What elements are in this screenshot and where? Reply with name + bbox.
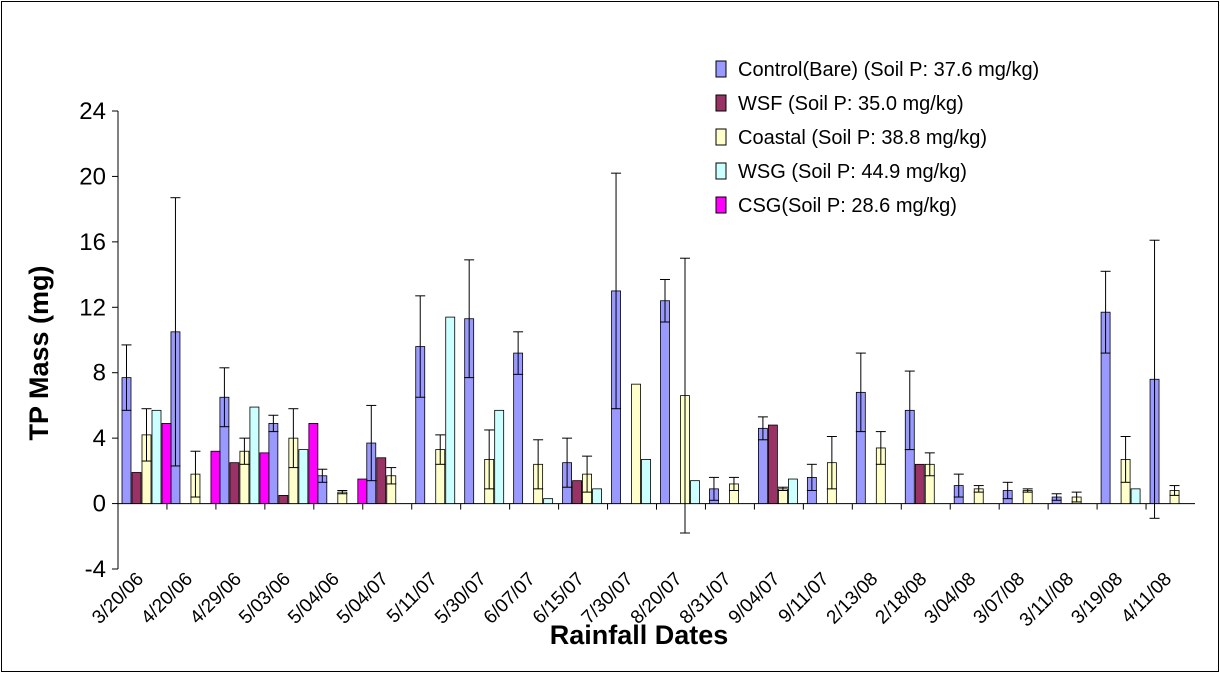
- y-tick-layer: -4 0 4 8 12 16 20 24: [79, 98, 118, 583]
- x-tick-label: 2/18/08: [872, 569, 932, 629]
- x-tick-label: 3/19/08: [1067, 569, 1127, 629]
- bar: [778, 488, 788, 504]
- x-tick-label: 4/11/08: [1117, 569, 1176, 628]
- bar: [914, 463, 925, 504]
- legend: Control(Bare) (Soil P: 37.6 mg/kg) WSF (S…: [715, 59, 1039, 217]
- y-axis-label: TP Mass (mg): [24, 265, 54, 440]
- x-tick-label: 2/13/08: [823, 569, 883, 629]
- bar: [494, 409, 505, 504]
- y-tick-label: 4: [93, 425, 106, 452]
- x-tick-label: 5/04/06: [284, 569, 344, 629]
- bar: [161, 423, 172, 504]
- bar: [543, 498, 554, 504]
- error-bar-layer: [121, 172, 1180, 534]
- x-axis-label: Rainfall Dates: [550, 620, 729, 650]
- legend-label: CSG(Soil P: 28.6 mg/kg): [738, 195, 957, 217]
- y-tick-label: 12: [79, 294, 106, 321]
- bar: [298, 449, 309, 504]
- legend-swatch: [715, 128, 727, 146]
- bar: [278, 494, 289, 504]
- bar: [572, 480, 582, 504]
- bar: [641, 459, 651, 504]
- bar: [376, 457, 387, 504]
- x-tick-label: 5/11/07: [383, 569, 442, 628]
- y-tick-label: 24: [79, 98, 106, 125]
- x-tick-label: 3/11//08: [1016, 569, 1078, 631]
- x-tick-label: 5/04/07: [333, 569, 393, 629]
- y-tick-label: 16: [79, 229, 106, 256]
- bar: [268, 423, 279, 504]
- bar: [445, 316, 456, 504]
- x-tick-layer: 3/20/064/20/064/29/065/03/065/04/065/04/…: [88, 503, 1176, 631]
- y-tick-label: -4: [85, 556, 106, 583]
- legend-swatch: [715, 162, 727, 180]
- bar: [357, 478, 368, 504]
- x-tick-label: 6/07/07: [480, 569, 540, 629]
- legend-label: Control(Bare) (Soil P: 37.6 mg/kg): [738, 59, 1039, 81]
- x-tick-label: 4/29/06: [186, 569, 246, 629]
- bar: [249, 406, 260, 504]
- x-tick-label: 9/04/07: [725, 569, 785, 629]
- y-tick-label: 8: [93, 360, 106, 387]
- legend-swatch: [715, 60, 727, 78]
- bar: [1130, 488, 1141, 504]
- bar: [210, 450, 221, 504]
- legend-label: Coastal (Soil P: 38.8 mg/kg): [738, 127, 987, 149]
- x-tick-label: 9/11/07: [775, 569, 834, 628]
- legend-label: WSG (Soil P: 44.9 mg/kg): [738, 161, 967, 183]
- bar: [631, 383, 641, 504]
- bar: [690, 480, 700, 504]
- y-tick-label: 20: [79, 163, 106, 190]
- x-tick-label: 5/30/07: [431, 569, 491, 629]
- bar: [592, 488, 602, 504]
- y-tick-label: 0: [93, 491, 106, 518]
- bar: [131, 472, 142, 504]
- x-tick-label: 3/04/08: [921, 569, 981, 629]
- bar-layer: [121, 290, 1180, 504]
- bar: [788, 478, 798, 504]
- legend-label: WSF (Soil P: 35.0 mg/kg): [738, 93, 964, 115]
- legend-swatch: [715, 196, 727, 214]
- bar: [768, 424, 778, 504]
- bar: [229, 462, 240, 504]
- bar: [513, 352, 524, 504]
- x-tick-label: 5/03/06: [235, 569, 295, 629]
- bar: [151, 409, 162, 504]
- bar: [259, 452, 270, 504]
- x-tick-label: 4/20/06: [137, 569, 197, 629]
- bar: [308, 423, 319, 504]
- legend-swatch: [715, 94, 727, 112]
- bar: [660, 300, 670, 504]
